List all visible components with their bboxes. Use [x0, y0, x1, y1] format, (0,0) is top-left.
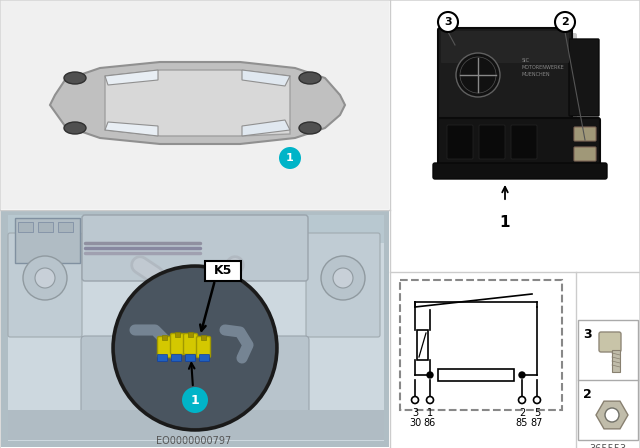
Ellipse shape: [64, 122, 86, 134]
FancyBboxPatch shape: [391, 273, 575, 447]
Circle shape: [412, 396, 419, 404]
Text: 1: 1: [500, 215, 510, 230]
FancyBboxPatch shape: [196, 336, 211, 358]
Text: 1: 1: [191, 393, 200, 406]
FancyBboxPatch shape: [81, 336, 309, 424]
FancyBboxPatch shape: [8, 410, 384, 440]
FancyBboxPatch shape: [1, 211, 389, 447]
FancyBboxPatch shape: [577, 273, 639, 447]
Text: 5: 5: [534, 408, 540, 418]
Polygon shape: [105, 70, 290, 136]
FancyBboxPatch shape: [15, 218, 80, 263]
Circle shape: [456, 53, 500, 97]
Ellipse shape: [64, 72, 86, 84]
Circle shape: [519, 372, 525, 378]
Text: 2: 2: [519, 408, 525, 418]
Polygon shape: [105, 122, 158, 136]
Circle shape: [182, 387, 208, 413]
FancyBboxPatch shape: [1, 1, 389, 209]
Polygon shape: [596, 401, 628, 429]
Circle shape: [115, 268, 275, 428]
FancyBboxPatch shape: [306, 233, 380, 337]
FancyBboxPatch shape: [8, 215, 384, 441]
Ellipse shape: [299, 72, 321, 84]
Circle shape: [534, 396, 541, 404]
Text: 2: 2: [561, 17, 569, 27]
Text: 3: 3: [583, 328, 591, 341]
FancyBboxPatch shape: [170, 333, 184, 354]
Text: EO0000000797: EO0000000797: [156, 436, 232, 446]
FancyBboxPatch shape: [201, 335, 206, 340]
Circle shape: [333, 268, 353, 288]
FancyBboxPatch shape: [38, 222, 53, 232]
FancyBboxPatch shape: [200, 354, 209, 362]
FancyBboxPatch shape: [18, 222, 33, 232]
Circle shape: [113, 266, 277, 430]
FancyBboxPatch shape: [417, 330, 428, 360]
Text: 3: 3: [444, 17, 452, 27]
FancyBboxPatch shape: [8, 233, 82, 337]
Text: SIC
MOTORENWERKE
MUENCHEN: SIC MOTORENWERKE MUENCHEN: [522, 58, 564, 77]
FancyBboxPatch shape: [574, 127, 596, 141]
FancyBboxPatch shape: [479, 125, 505, 159]
Circle shape: [518, 396, 525, 404]
FancyBboxPatch shape: [184, 333, 198, 354]
Text: 365553: 365553: [589, 444, 627, 448]
Text: 86: 86: [424, 418, 436, 428]
Text: 2: 2: [583, 388, 592, 401]
FancyBboxPatch shape: [391, 1, 639, 271]
FancyBboxPatch shape: [58, 222, 73, 232]
FancyBboxPatch shape: [205, 261, 241, 281]
Circle shape: [35, 268, 55, 288]
Text: 85: 85: [516, 418, 528, 428]
Text: 30: 30: [409, 418, 421, 428]
FancyBboxPatch shape: [574, 147, 596, 161]
Circle shape: [427, 372, 433, 378]
Polygon shape: [105, 70, 158, 85]
FancyBboxPatch shape: [438, 28, 572, 122]
FancyBboxPatch shape: [438, 369, 514, 381]
FancyBboxPatch shape: [441, 31, 569, 63]
Circle shape: [555, 12, 575, 32]
Circle shape: [460, 57, 496, 93]
FancyBboxPatch shape: [511, 125, 537, 159]
FancyBboxPatch shape: [569, 39, 599, 116]
FancyBboxPatch shape: [172, 354, 182, 362]
FancyBboxPatch shape: [612, 350, 620, 372]
FancyBboxPatch shape: [443, 33, 577, 177]
FancyBboxPatch shape: [157, 336, 172, 358]
FancyBboxPatch shape: [162, 335, 167, 340]
FancyBboxPatch shape: [186, 354, 195, 362]
Circle shape: [321, 256, 365, 300]
Text: 3: 3: [412, 408, 418, 418]
Ellipse shape: [299, 122, 321, 134]
Circle shape: [605, 408, 619, 422]
Text: 1: 1: [286, 153, 294, 163]
Polygon shape: [242, 120, 290, 136]
FancyBboxPatch shape: [447, 125, 473, 159]
FancyBboxPatch shape: [82, 215, 308, 281]
FancyBboxPatch shape: [438, 118, 600, 170]
FancyBboxPatch shape: [599, 332, 621, 352]
FancyBboxPatch shape: [175, 332, 180, 337]
Circle shape: [426, 396, 433, 404]
Text: 1: 1: [427, 408, 433, 418]
Text: 87: 87: [531, 418, 543, 428]
FancyBboxPatch shape: [188, 332, 193, 337]
Circle shape: [438, 12, 458, 32]
Polygon shape: [50, 62, 345, 144]
FancyBboxPatch shape: [433, 163, 607, 179]
Circle shape: [23, 256, 67, 300]
FancyBboxPatch shape: [8, 215, 384, 243]
Polygon shape: [242, 70, 290, 86]
Text: K5: K5: [214, 264, 232, 277]
Circle shape: [279, 147, 301, 169]
FancyBboxPatch shape: [157, 354, 168, 362]
